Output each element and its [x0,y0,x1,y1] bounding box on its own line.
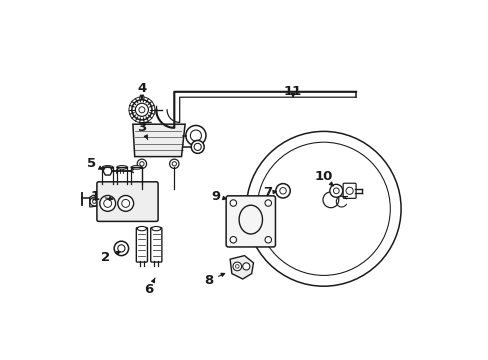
Text: 7: 7 [263,186,276,199]
Ellipse shape [102,166,113,169]
Circle shape [232,262,241,271]
Circle shape [185,126,205,146]
FancyBboxPatch shape [97,182,158,221]
Circle shape [275,184,289,198]
Ellipse shape [137,226,146,231]
Circle shape [118,195,133,211]
Polygon shape [133,124,185,157]
Circle shape [264,200,271,206]
Text: 4: 4 [137,82,146,99]
Text: 5: 5 [87,157,102,170]
Circle shape [132,100,152,120]
Circle shape [264,237,271,243]
FancyBboxPatch shape [136,228,147,262]
Polygon shape [103,167,112,175]
Text: 11: 11 [284,85,302,98]
Text: 9: 9 [211,190,226,203]
Text: 2: 2 [101,251,120,264]
Text: 3: 3 [137,121,147,140]
Circle shape [242,263,249,270]
Circle shape [100,195,115,211]
Text: 8: 8 [203,273,224,287]
Circle shape [329,184,342,197]
FancyBboxPatch shape [150,228,162,262]
Circle shape [230,200,236,206]
Circle shape [246,131,400,286]
Ellipse shape [131,166,142,169]
Circle shape [114,241,128,256]
Circle shape [230,237,236,243]
Text: 10: 10 [314,170,332,186]
Polygon shape [89,195,99,207]
Circle shape [90,197,99,206]
FancyBboxPatch shape [343,183,355,198]
Text: 6: 6 [144,278,155,296]
Ellipse shape [151,226,161,231]
Polygon shape [230,256,253,279]
FancyBboxPatch shape [225,196,275,247]
Circle shape [191,140,204,153]
Ellipse shape [117,166,127,169]
Text: 1: 1 [90,190,113,203]
